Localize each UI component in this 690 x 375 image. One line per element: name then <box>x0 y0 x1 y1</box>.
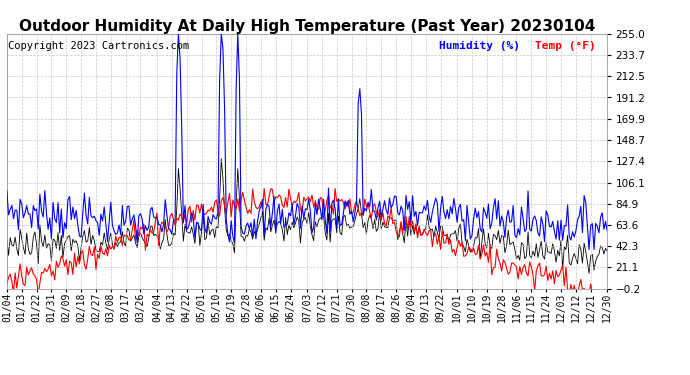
Text: Copyright 2023 Cartronics.com: Copyright 2023 Cartronics.com <box>8 41 189 51</box>
Text: Humidity (%): Humidity (%) <box>439 41 520 51</box>
Text: Temp (°F): Temp (°F) <box>535 41 596 51</box>
Title: Outdoor Humidity At Daily High Temperature (Past Year) 20230104: Outdoor Humidity At Daily High Temperatu… <box>19 19 595 34</box>
